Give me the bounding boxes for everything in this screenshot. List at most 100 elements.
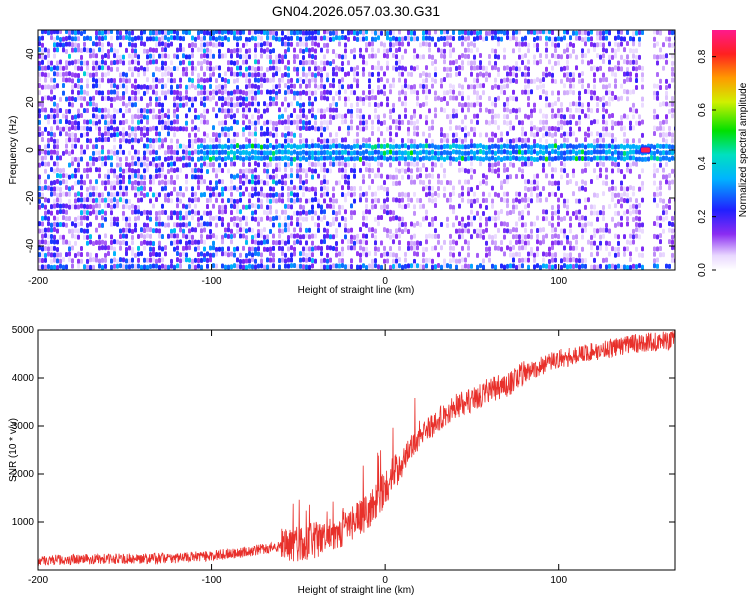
spectrogram-cell [350,102,353,108]
spectrogram-cell [491,155,494,161]
spectrogram-cell [431,185,434,191]
spectrogram-cell [347,150,350,156]
spectrogram-cell [269,48,272,54]
spectrogram-cell [140,113,143,119]
spectrogram-cell [539,137,542,143]
spectrogram-cell [212,71,215,77]
spectrogram-cell [293,251,296,257]
spectrogram-cell [224,143,227,149]
spectrogram-cell [251,143,254,149]
spectrogram-cell [605,174,608,180]
spectrogram-cell [275,126,278,132]
spectrogram-cell [314,77,317,83]
spectrogram-cell [512,65,515,71]
spectrogram-cell [338,161,341,167]
spectrogram-cell [125,161,128,167]
spectrogram-cell [299,125,302,131]
spectrogram-cell [92,72,95,78]
spectrogram-cell [122,174,125,180]
spectrogram-cell [56,35,59,41]
spectrogram-cell [101,161,104,167]
spectrogram-cell [95,197,98,203]
spectrogram-cell [329,36,332,42]
spectrogram-cell [143,114,146,120]
spectrogram-cell [221,77,224,83]
spectrogram-cell [218,150,221,156]
spectrogram-cell [428,156,431,162]
spectrogram-cell [353,143,356,149]
spectrogram-cell [317,137,320,143]
spectrogram-cell [518,144,521,150]
spectrogram-cell [326,107,329,113]
spectrogram-cell [110,192,113,198]
spectrogram-cell [83,108,86,114]
spectrogram-cell [617,263,620,269]
spectrogram-cell [422,101,425,107]
spectrogram-cell [320,204,323,210]
spectrogram-cell [191,119,194,125]
spectrogram-cell [341,239,344,245]
spectrogram-cell [554,233,557,239]
spectrogram-cell [587,197,590,203]
spectrogram-cell [161,65,164,71]
spectrogram-cell [554,210,557,216]
spectrogram-cell [128,132,131,138]
spectrogram-cell [125,251,128,257]
spectrogram-cell [329,197,332,203]
spectrogram-cell [335,53,338,59]
spectrogram-cell [302,155,305,161]
spectrogram-cell [311,233,314,239]
spectrogram-cell [350,239,353,245]
spectrogram-cell [119,83,122,89]
spectrogram-cell [587,107,590,113]
spectrogram-cell [197,258,200,264]
spectrogram-cell [413,138,416,144]
spectrogram-cell [230,251,233,257]
spectrogram-cell [80,185,83,191]
spectrogram-cell [386,258,389,264]
spectrogram-cell [239,144,242,150]
spectrogram-cell [62,203,65,209]
spectrogram-cell [143,161,146,167]
spectrogram-cell [134,209,137,215]
spectrogram-cell [464,257,467,263]
spectrogram-cell [335,150,338,156]
spectrogram-cell [65,173,68,179]
spectrogram-cell [272,222,275,228]
spectrogram-cell [53,108,56,114]
spectrogram-cell [494,150,497,156]
spectrogram-cell [173,156,176,162]
spectrogram-cell [92,41,95,47]
spectrogram-cell [257,35,260,41]
spectrogram-cell [596,42,599,48]
spectrogram-cell [266,234,269,240]
spectrogram-cell [191,209,194,215]
spectrogram-cell [404,263,407,269]
spectrogram-cell [452,47,455,53]
spectrogram-cell [236,42,239,48]
spectrogram-cell [260,131,263,137]
spectrogram-cell [215,246,218,252]
spectrogram-cell [233,119,236,125]
spectrogram-cell [44,149,47,155]
spectrogram-cell [521,131,524,137]
spectrogram-cell [134,185,137,191]
spectrogram-cell [425,84,428,90]
spectrogram-cell [542,185,545,191]
spectrogram-cell [260,179,263,185]
spectrogram-cell [602,102,605,108]
spectrogram-cell [47,114,50,120]
spectrogram-cell [584,156,587,162]
spectrogram-cell [554,191,557,197]
spectrogram-cell [335,216,338,222]
spectrogram-cell [455,156,458,162]
spectrogram-cell [527,197,530,203]
spectrogram-cell [236,53,239,59]
spectrogram-cell [53,221,56,227]
spectrogram-cell [515,239,518,245]
spectrogram-cell [395,197,398,203]
spectrogram-cell [89,257,92,263]
spectrogram-cell [104,60,107,66]
spectrogram-cell [377,102,380,108]
spectrogram-cell [170,41,173,47]
